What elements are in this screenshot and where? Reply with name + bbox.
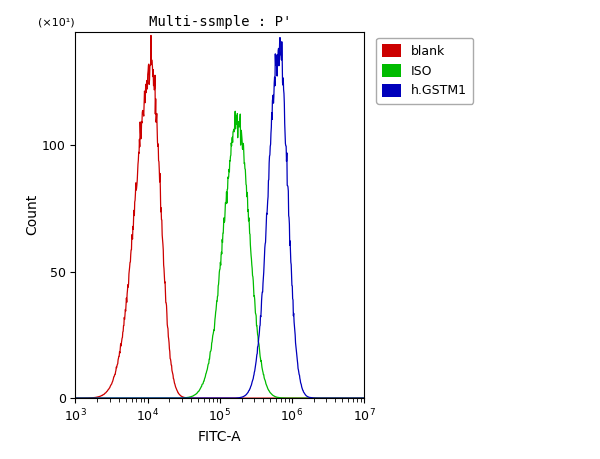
- h.GSTM1: [321, 395, 328, 401]
- blank: [256, 395, 263, 401]
- blank: [240, 395, 247, 401]
- blank: [247, 395, 254, 401]
- Text: (×10¹): (×10¹): [38, 18, 74, 28]
- ISO: [89, 395, 97, 401]
- ISO: [321, 395, 328, 401]
- Y-axis label: Count: Count: [25, 194, 39, 235]
- ISO: [291, 395, 298, 401]
- Legend: blank, ISO, h.GSTM1: blank, ISO, h.GSTM1: [376, 38, 473, 104]
- ISO: [240, 142, 247, 148]
- h.GSTM1: [239, 394, 247, 399]
- Title: Multi-ssmple : P': Multi-ssmple : P': [149, 15, 291, 29]
- blank: [89, 395, 97, 401]
- Line: ISO: ISO: [76, 111, 364, 398]
- ISO: [232, 108, 239, 114]
- ISO: [72, 395, 79, 401]
- blank: [291, 395, 298, 401]
- h.GSTM1: [72, 395, 79, 401]
- blank: [148, 33, 155, 38]
- h.GSTM1: [89, 395, 97, 401]
- h.GSTM1: [277, 35, 284, 40]
- ISO: [256, 350, 263, 356]
- blank: [72, 395, 79, 401]
- h.GSTM1: [361, 395, 368, 401]
- X-axis label: FITC-A: FITC-A: [198, 430, 242, 444]
- ISO: [247, 253, 254, 258]
- blank: [321, 395, 328, 401]
- h.GSTM1: [247, 384, 254, 389]
- ISO: [361, 395, 368, 401]
- h.GSTM1: [256, 329, 263, 335]
- Line: h.GSTM1: h.GSTM1: [76, 38, 364, 398]
- blank: [361, 395, 368, 401]
- h.GSTM1: [291, 329, 298, 334]
- Line: blank: blank: [76, 35, 364, 398]
